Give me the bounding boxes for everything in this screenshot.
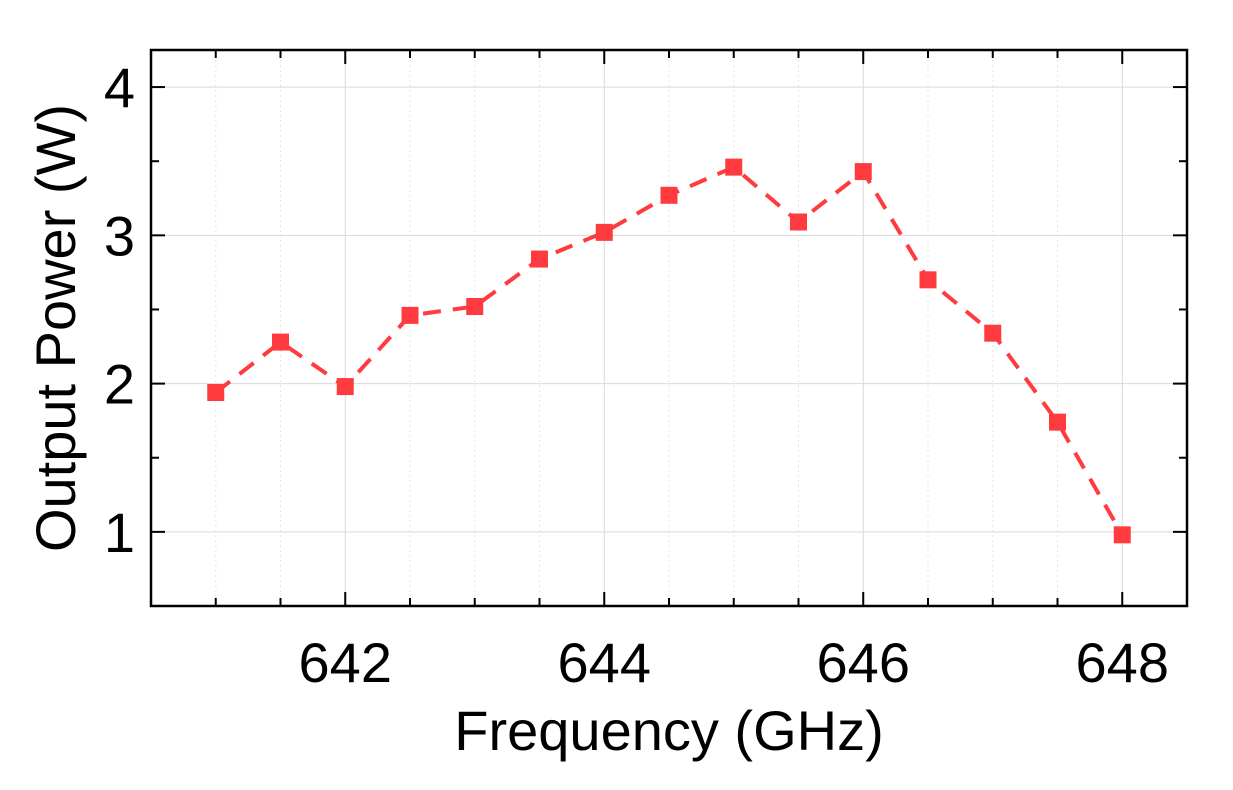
x-axis-title: Frequency (GHz) [454,699,883,762]
x-tick-label: 642 [299,631,392,694]
series-layer [207,158,1131,544]
data-point [1113,526,1131,544]
data-point [660,186,678,204]
grid-layer [150,50,1188,606]
data-point [725,158,743,176]
x-tick-label: 646 [817,631,910,694]
data-point [1049,413,1066,431]
data-point [854,163,872,181]
data-point [336,378,354,396]
y-axis-title: Output Power (W) [24,104,87,552]
data-point [401,306,419,324]
data-point [207,383,225,401]
x-tick-label: 644 [558,631,651,694]
data-point [790,213,807,231]
plot-frame [149,48,1189,608]
data-point [984,324,1002,342]
tick-layer [150,50,1188,607]
label-layer: 642 644 646 648 1 2 3 4 [104,56,1169,694]
data-point [919,271,937,289]
y-tick-label: 4 [104,56,135,119]
data-point [272,333,289,351]
data-point [595,223,613,241]
x-tick-label: 648 [1076,631,1169,694]
y-tick-label: 2 [104,353,135,416]
data-point [466,298,484,316]
y-tick-label: 3 [104,204,135,267]
data-point [531,250,548,268]
y-tick-label: 1 [104,501,135,564]
